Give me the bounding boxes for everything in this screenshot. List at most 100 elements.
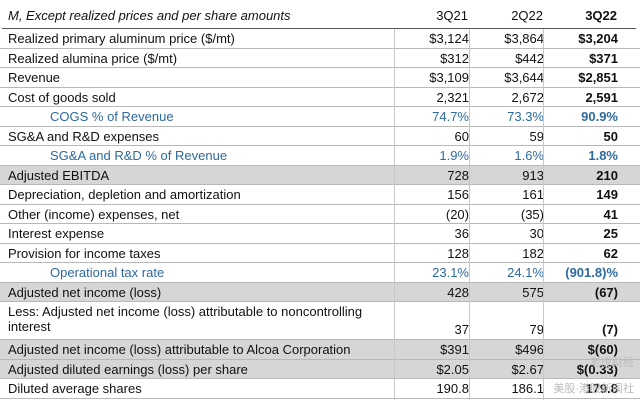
table-row: Adjusted net income (loss) 428 575 (67) — [0, 282, 640, 302]
header-divider — [2, 28, 636, 29]
row-value-3q22: (7) — [602, 322, 618, 337]
header-col-3q21: 3Q21 — [436, 8, 468, 23]
row-value-2q22: 575 — [522, 284, 544, 300]
row-value-2q22: $3,864 — [504, 31, 544, 46]
row-value-2q22: 161 — [522, 187, 544, 202]
row-value-3q22: 179.8 — [585, 381, 618, 396]
row-value-2q22: 59 — [529, 128, 544, 144]
row-value-2q22: $496 — [515, 342, 544, 357]
row-value-3q22: 50 — [603, 128, 618, 144]
table-row: Depreciation, depletion and amortization… — [0, 185, 640, 205]
row-label: Adjusted diluted earnings (loss) per sha… — [8, 361, 248, 377]
row-value-3q21: $391 — [440, 342, 469, 357]
table-row: Less: Adjusted net income (loss) attribu… — [0, 302, 640, 340]
watermark-caption: 美股·港股新闻社 — [553, 383, 634, 395]
row-label: SG&A and R&D expenses — [8, 128, 160, 144]
table-row: Adjusted diluted earnings (loss) per sha… — [0, 359, 640, 379]
row-value-3q21: $2.05 — [436, 361, 469, 377]
row-label: Adjusted EBITDA — [8, 167, 110, 183]
row-value-2q22: $442 — [515, 50, 544, 66]
row-value-3q21: 728 — [447, 167, 469, 183]
row-label: Adjusted net income (loss) attributable … — [8, 342, 351, 357]
row-label: Realized alumina price ($/mt) — [8, 50, 178, 66]
row-value-3q21: 37 — [454, 322, 469, 337]
table-header: M, Except realized prices and per share … — [0, 0, 640, 28]
row-value-3q22: (901.8)% — [565, 265, 618, 280]
header-units-label: M, Except realized prices and per share … — [8, 8, 291, 23]
table-row: Other (income) expenses, net (20) (35) 41 — [0, 205, 640, 224]
row-label: Provision for income taxes — [8, 245, 161, 261]
row-label: Other (income) expenses, net — [8, 206, 180, 222]
row-label: Cost of goods sold — [8, 89, 116, 105]
row-value-3q21: $312 — [440, 50, 469, 66]
row-value-3q21: $3,109 — [429, 70, 469, 85]
row-value-3q22: 1.8% — [588, 148, 618, 163]
row-value-2q22: 73.3% — [507, 109, 544, 124]
row-value-3q21: 428 — [447, 284, 469, 300]
watermark-logo: 老虎财经 — [590, 357, 634, 369]
row-value-2q22: 913 — [522, 167, 544, 183]
table-row: Revenue $3,109 $3,644 $2,851 — [0, 68, 640, 88]
table-row: SG&A and R&D % of Revenue 1.9% 1.6% 1.8% — [0, 146, 640, 166]
row-value-3q21: 190.8 — [436, 381, 469, 396]
financial-table: Realized primary aluminum price ($/mt) $3… — [0, 29, 640, 399]
row-value-3q22: $3,204 — [578, 31, 618, 46]
table-row: Cost of goods sold 2,321 2,672 2,591 — [0, 88, 640, 107]
row-value-2q22: 79 — [529, 322, 544, 337]
row-value-2q22: 30 — [529, 226, 544, 241]
row-value-3q21: 74.7% — [432, 109, 469, 124]
table-row: Adjusted net income (loss) attributable … — [0, 340, 640, 360]
row-value-3q22: $(60) — [587, 342, 618, 357]
header-col-3q22: 3Q22 — [585, 8, 617, 23]
row-value-3q21: 2,321 — [436, 89, 469, 105]
row-value-3q22: 90.9% — [581, 109, 618, 124]
row-value-3q22: 62 — [603, 245, 618, 261]
column-divider — [394, 29, 395, 400]
table-row: SG&A and R&D expenses 60 59 50 — [0, 127, 640, 146]
row-value-3q21: 36 — [454, 226, 469, 241]
table-row: Adjusted EBITDA 728 913 210 — [0, 165, 640, 185]
row-value-2q22: 182 — [522, 245, 544, 261]
row-label: Diluted average shares — [8, 381, 142, 396]
row-value-2q22: $2.67 — [511, 361, 544, 377]
table-row: Realized alumina price ($/mt) $312 $442 $37… — [0, 49, 640, 68]
row-value-3q22: 41 — [603, 206, 618, 222]
row-value-2q22: $3,644 — [504, 70, 544, 85]
row-label: Less: Adjusted net income (loss) attribu… — [8, 304, 363, 334]
row-value-3q21: $3,124 — [429, 31, 469, 46]
table-row: Diluted average shares 190.8 186.1 179.8 — [0, 379, 640, 399]
row-value-3q21: 23.1% — [432, 265, 469, 280]
row-label: Interest expense — [8, 226, 105, 241]
row-label: SG&A and R&D % of Revenue — [50, 148, 228, 163]
row-label: Adjusted net income (loss) — [8, 284, 162, 300]
row-value-2q22: 24.1% — [507, 265, 544, 280]
row-value-3q22: $371 — [589, 50, 618, 66]
row-label: Realized primary aluminum price ($/mt) — [8, 31, 235, 46]
row-value-3q21: 1.9% — [439, 148, 469, 163]
row-value-3q22: (67) — [594, 284, 618, 300]
table-row: Realized primary aluminum price ($/mt) $3… — [0, 29, 640, 49]
row-value-2q22: 2,672 — [511, 89, 544, 105]
row-value-3q21: 156 — [447, 187, 469, 202]
row-label: COGS % of Revenue — [50, 109, 174, 124]
row-value-3q21: 128 — [447, 245, 469, 261]
row-value-3q22: 210 — [596, 167, 618, 183]
row-value-2q22: (35) — [520, 206, 544, 222]
column-divider — [469, 29, 470, 400]
row-label: Revenue — [8, 70, 61, 85]
row-value-3q22: 149 — [596, 187, 618, 202]
row-value-3q22: $2,851 — [578, 70, 618, 85]
table-row: Provision for income taxes 128 182 62 — [0, 244, 640, 263]
row-value-3q21: 60 — [454, 128, 469, 144]
row-value-2q22: 1.6% — [514, 148, 544, 163]
header-col-2q22: 2Q22 — [511, 8, 543, 23]
row-label: Operational tax rate — [50, 265, 165, 280]
table-row: COGS % of Revenue 74.7% 73.3% 90.9% — [0, 107, 640, 127]
row-value-3q22: 25 — [603, 226, 618, 241]
row-value-3q22: 2,591 — [585, 89, 618, 105]
row-value-3q22: $(0.33) — [576, 361, 618, 377]
row-value-2q22: 186.1 — [511, 381, 544, 396]
table-row: Interest expense 36 30 25 — [0, 224, 640, 244]
row-value-3q21: (20) — [445, 206, 469, 222]
table-row: Operational tax rate 23.1% 24.1% (901.8)% — [0, 263, 640, 283]
